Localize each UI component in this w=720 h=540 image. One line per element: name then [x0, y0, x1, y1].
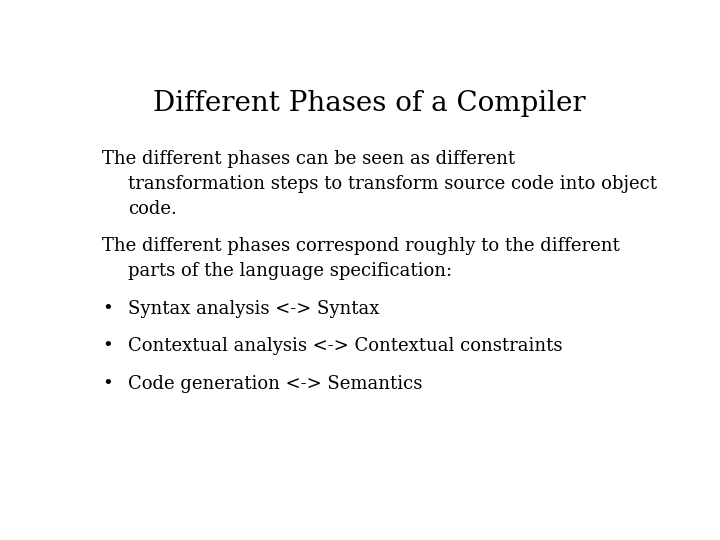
- Text: The different phases can be seen as different: The different phases can be seen as diff…: [102, 150, 516, 168]
- Text: transformation steps to transform source code into object: transformation steps to transform source…: [128, 175, 657, 193]
- Text: •: •: [102, 337, 113, 355]
- Text: parts of the language specification:: parts of the language specification:: [128, 262, 452, 280]
- Text: Contextual analysis <-> Contextual constraints: Contextual analysis <-> Contextual const…: [128, 337, 562, 355]
- Text: Code generation <-> Semantics: Code generation <-> Semantics: [128, 375, 423, 393]
- Text: •: •: [102, 375, 113, 393]
- Text: Syntax analysis <-> Syntax: Syntax analysis <-> Syntax: [128, 300, 379, 318]
- Text: code.: code.: [128, 200, 177, 218]
- Text: Different Phases of a Compiler: Different Phases of a Compiler: [153, 90, 585, 117]
- Text: The different phases correspond roughly to the different: The different phases correspond roughly …: [102, 238, 620, 255]
- Text: •: •: [102, 300, 113, 318]
